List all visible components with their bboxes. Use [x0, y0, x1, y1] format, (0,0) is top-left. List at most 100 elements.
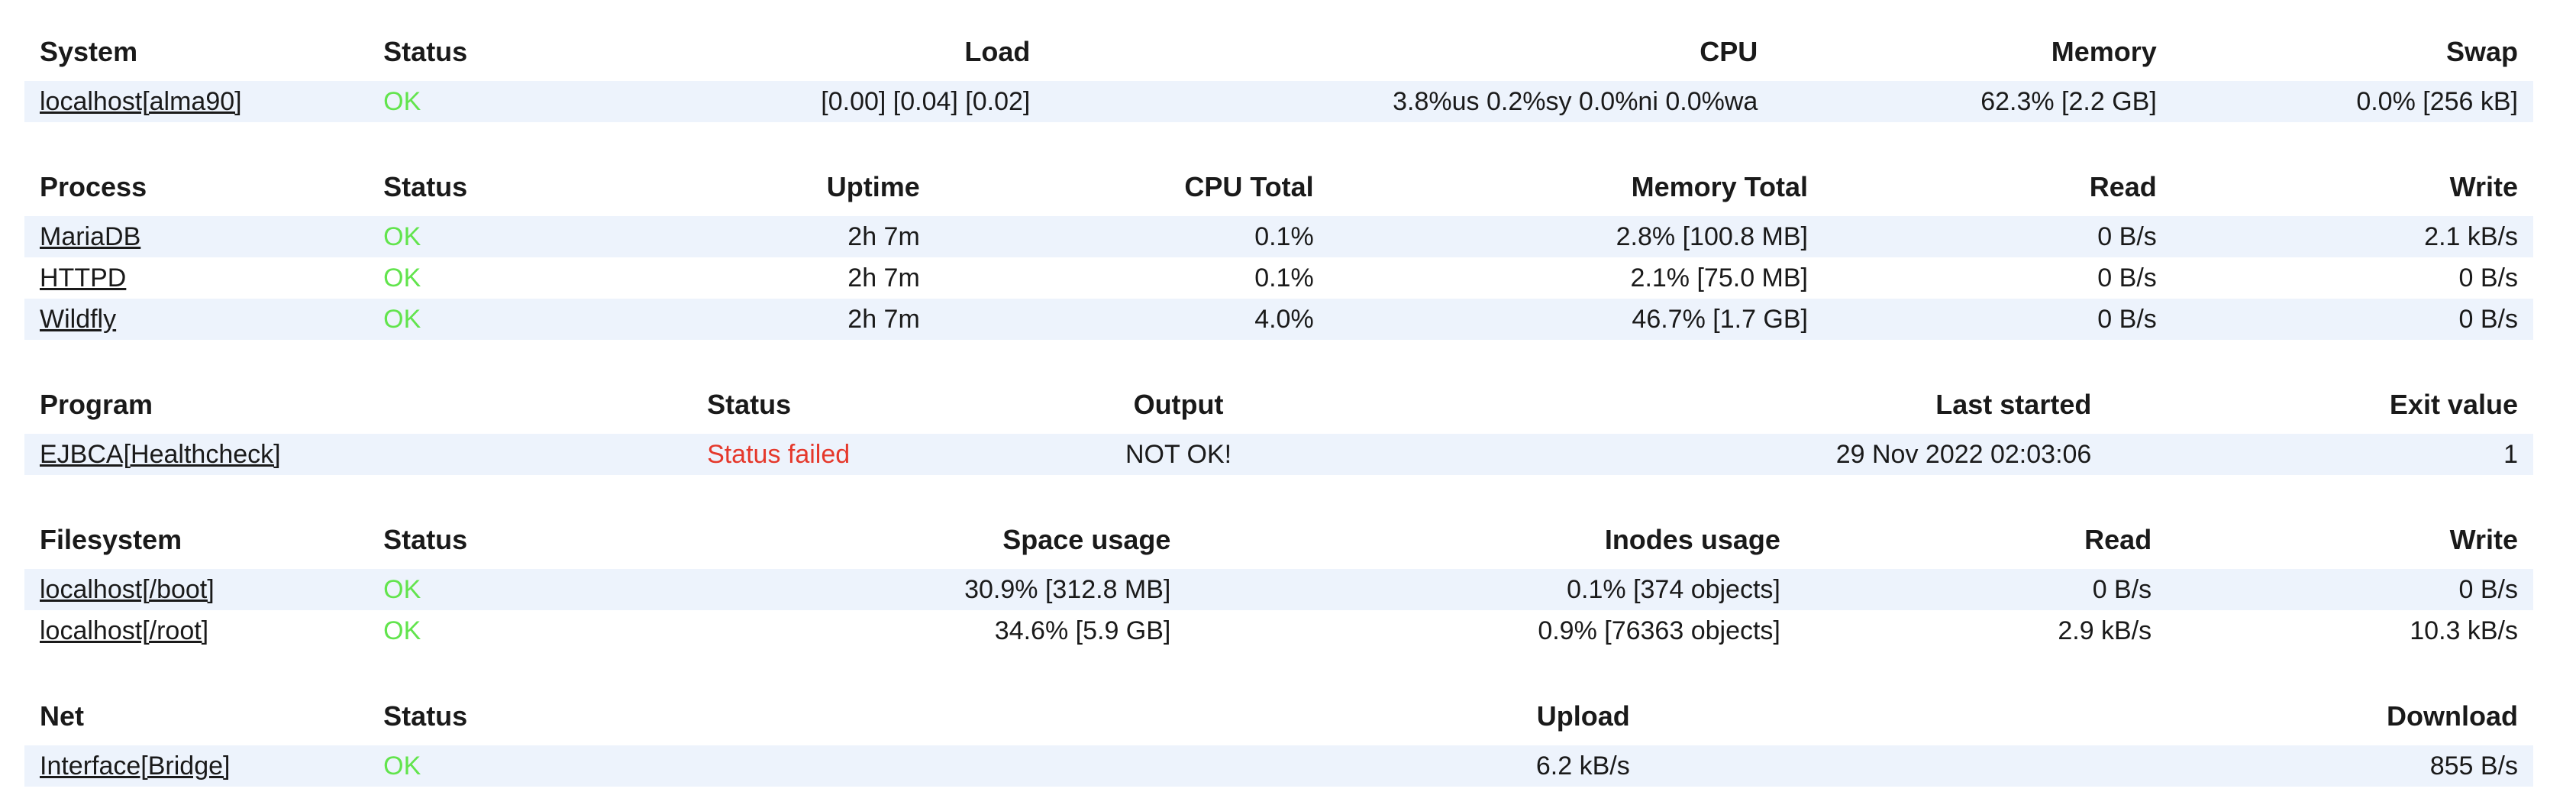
- col-header-last-started: Last started: [1935, 389, 2092, 420]
- process-table: Process Status Uptime CPU Total Memory T…: [24, 158, 2533, 340]
- link-wildfly[interactable]: Wildfly: [40, 305, 117, 334]
- col-header-system: System: [40, 36, 138, 67]
- col-header-exit-value: Exit value: [2389, 389, 2518, 420]
- table-row: localhost[/root] OK 34.6% [5.9 GB] 0.9% …: [24, 610, 2533, 651]
- col-header-uptime: Uptime: [826, 171, 920, 202]
- col-header-upload: Upload: [1536, 700, 1630, 732]
- status-cell: OK: [383, 263, 421, 292]
- col-header-status: Status: [383, 36, 468, 67]
- col-header-load: Load: [964, 36, 1031, 67]
- net-table: Net Status Upload Download Interface[Bri…: [24, 687, 2533, 787]
- status-cell: Status failed: [707, 440, 851, 469]
- cpu-total-cell: 4.0%: [1254, 305, 1314, 334]
- uptime-cell: 2h 7m: [847, 305, 920, 334]
- status-cell: OK: [383, 751, 421, 781]
- link-localhost-boot[interactable]: localhost[/boot]: [40, 575, 215, 604]
- exit-value-cell: 1: [2503, 440, 2518, 469]
- table-row: MariaDB OK 2h 7m 0.1% 2.8% [100.8 MB] 0 …: [24, 216, 2533, 257]
- status-cell: OK: [383, 616, 421, 645]
- download-cell: 855 B/s: [2429, 751, 2518, 781]
- col-header-read: Read: [2089, 171, 2157, 202]
- filesystem-name-cell: localhost[/root]: [24, 610, 368, 651]
- col-header-memory-total: Memory Total: [1631, 171, 1809, 202]
- read-cell: 2.9 kB/s: [2058, 616, 2152, 645]
- system-table: System Status Load CPU Memory Swap local…: [24, 23, 2533, 122]
- process-name-cell: Wildfly: [24, 299, 368, 340]
- filesystem-header-row: Filesystem Status Space usage Inodes usa…: [24, 511, 2533, 569]
- read-cell: 0 B/s: [2092, 575, 2152, 604]
- col-header-memory: Memory: [2051, 36, 2157, 67]
- space-usage-cell: 34.6% [5.9 GB]: [994, 616, 1171, 645]
- cpu-total-cell: 0.1%: [1254, 222, 1314, 251]
- col-header-program: Program: [40, 389, 153, 420]
- col-header-filesystem: Filesystem: [40, 524, 182, 555]
- write-cell: 0 B/s: [2458, 305, 2518, 334]
- table-row: Wildfly OK 2h 7m 4.0% 46.7% [1.7 GB] 0 B…: [24, 299, 2533, 340]
- link-localhost-root[interactable]: localhost[/root]: [40, 616, 209, 645]
- col-header-status: Status: [707, 389, 792, 420]
- read-cell: 0 B/s: [2097, 222, 2157, 251]
- net-header-row: Net Status Upload Download: [24, 687, 2533, 745]
- col-header-status: Status: [383, 524, 468, 555]
- output-cell: NOT OK!: [1125, 440, 1232, 469]
- table-row: localhost[/boot] OK 30.9% [312.8 MB] 0.1…: [24, 569, 2533, 610]
- col-header-status: Status: [383, 171, 468, 202]
- link-httpd[interactable]: HTTPD: [40, 263, 127, 292]
- col-header-status: Status: [383, 700, 468, 732]
- col-header-inodes-usage: Inodes usage: [1604, 524, 1780, 555]
- read-cell: 0 B/s: [2097, 263, 2157, 292]
- link-mariadb[interactable]: MariaDB: [40, 222, 141, 251]
- upload-cell: 6.2 kB/s: [1535, 751, 1630, 781]
- program-header-row: Program Status Output Last started Exit …: [24, 376, 2533, 434]
- col-header-space-usage: Space usage: [1002, 524, 1171, 555]
- cpu-cell: 3.8%us 0.2%sy 0.0%ni 0.0%wa: [1393, 87, 1758, 116]
- status-cell: OK: [383, 305, 421, 334]
- uptime-cell: 2h 7m: [847, 222, 920, 251]
- filesystem-table: Filesystem Status Space usage Inodes usa…: [24, 511, 2533, 651]
- process-name-cell: MariaDB: [24, 216, 368, 257]
- col-header-process: Process: [40, 171, 147, 202]
- write-cell: 0 B/s: [2458, 575, 2518, 604]
- uptime-cell: 2h 7m: [847, 263, 920, 292]
- system-header-row: System Status Load CPU Memory Swap: [24, 23, 2533, 81]
- process-name-cell: HTTPD: [24, 257, 368, 299]
- program-name-cell: EJBCA[Healthcheck]: [24, 434, 692, 475]
- col-header-write: Write: [2449, 524, 2518, 555]
- status-cell: OK: [383, 222, 421, 251]
- cpu-total-cell: 0.1%: [1254, 263, 1314, 292]
- memory-total-cell: 2.8% [100.8 MB]: [1616, 222, 1809, 251]
- table-row: Interface[Bridge] OK 6.2 kB/s 855 B/s: [24, 745, 2533, 787]
- memory-total-cell: 46.7% [1.7 GB]: [1632, 305, 1809, 334]
- col-header-cpu-total: CPU Total: [1184, 171, 1314, 202]
- link-interface-bridge[interactable]: Interface[Bridge]: [40, 751, 231, 781]
- col-header-write: Write: [2449, 171, 2518, 202]
- program-table: Program Status Output Last started Exit …: [24, 376, 2533, 475]
- write-cell: 0 B/s: [2458, 263, 2518, 292]
- col-header-net: Net: [40, 700, 85, 732]
- write-cell: 2.1 kB/s: [2424, 222, 2518, 251]
- swap-cell: 0.0% [256 kB]: [2356, 87, 2518, 116]
- table-row: EJBCA[Healthcheck] Status failed NOT OK!…: [24, 434, 2533, 475]
- write-cell: 10.3 kB/s: [2410, 616, 2518, 645]
- inodes-usage-cell: 0.9% [76363 objects]: [1538, 616, 1780, 645]
- filesystem-name-cell: localhost[/boot]: [24, 569, 368, 610]
- link-localhost-alma90[interactable]: localhost[alma90]: [40, 87, 242, 116]
- space-usage-cell: 30.9% [312.8 MB]: [964, 575, 1171, 604]
- col-header-output: Output: [1133, 389, 1224, 420]
- col-header-read: Read: [2084, 524, 2152, 555]
- read-cell: 0 B/s: [2097, 305, 2157, 334]
- memory-total-cell: 2.1% [75.0 MB]: [1630, 263, 1809, 292]
- link-ejbca-healthcheck[interactable]: EJBCA[Healthcheck]: [40, 440, 281, 469]
- last-started-cell: 29 Nov 2022 02:03:06: [1835, 440, 2092, 469]
- process-header-row: Process Status Uptime CPU Total Memory T…: [24, 158, 2533, 216]
- table-row: HTTPD OK 2h 7m 0.1% 2.1% [75.0 MB] 0 B/s…: [24, 257, 2533, 299]
- memory-cell: 62.3% [2.2 GB]: [1980, 87, 2157, 116]
- monit-status-page: System Status Load CPU Memory Swap local…: [24, 23, 2533, 787]
- col-header-swap: Swap: [2445, 36, 2518, 67]
- status-cell: OK: [383, 575, 421, 604]
- col-header-cpu: CPU: [1700, 36, 1758, 67]
- net-name-cell: Interface[Bridge]: [24, 745, 368, 787]
- inodes-usage-cell: 0.1% [374 objects]: [1567, 575, 1780, 604]
- col-header-download: Download: [2387, 700, 2518, 732]
- load-cell: [0.00] [0.04] [0.02]: [821, 87, 1031, 116]
